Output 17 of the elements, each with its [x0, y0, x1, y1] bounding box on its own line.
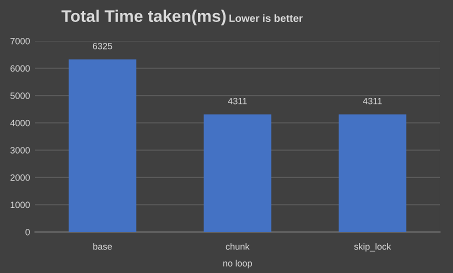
- y-tick-label: 2000: [10, 174, 30, 181]
- y-tick-label: 5000: [10, 92, 30, 99]
- data-label: 6325: [92, 42, 112, 50]
- chart-subtitle: Lower is better: [229, 14, 303, 22]
- y-tick-label: 6000: [10, 65, 30, 72]
- x-tick-label: skip_lock: [354, 243, 392, 252]
- y-tick-label: 7000: [10, 38, 30, 44]
- data-label: 4311: [363, 98, 382, 104]
- x-axis-title: no loop: [223, 260, 252, 268]
- chart-title: Total Time taken(ms): [62, 10, 226, 26]
- y-tick-label: 1000: [10, 202, 30, 208]
- x-tick-label: base: [93, 243, 112, 250]
- y-tick-label: 4000: [10, 120, 30, 126]
- y-tick-label: 3000: [10, 147, 30, 154]
- y-tick-label: 0: [25, 228, 30, 236]
- x-tick-label: chunk: [226, 243, 250, 250]
- data-label: 4311: [228, 98, 247, 104]
